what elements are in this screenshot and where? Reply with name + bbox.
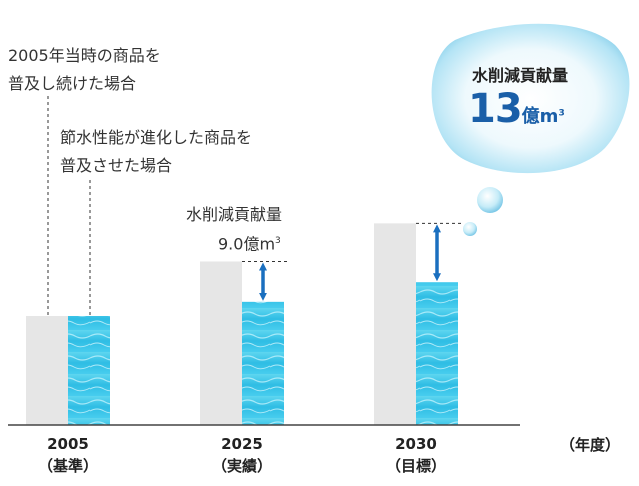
improved-label-line1: 節水性能が進化した商品を: [60, 128, 253, 147]
bar-conventional-2005: [26, 316, 68, 425]
x-tick-label-2030: 2030: [395, 435, 437, 453]
annotation-2025-unit: 億m: [243, 234, 276, 254]
conventional-label-line1: 2005年当時の商品を: [8, 46, 161, 65]
bar-improved-2030: [416, 282, 458, 425]
annotation-2025-value: 9.0億m3: [218, 229, 281, 256]
bar-improved-2005: [68, 316, 110, 425]
main-bubble: [431, 23, 630, 174]
small-bubble-2: [463, 222, 477, 236]
x-tick-note-2005: （基準）: [37, 457, 98, 475]
bar-conventional-2030: [374, 223, 416, 425]
annotation-2025-title: 水削減貢献量: [186, 205, 283, 224]
annotation-2025-number: 9.0: [218, 234, 244, 254]
x-tick-note-2030: （目標）: [385, 457, 446, 475]
bar-conventional-2025: [200, 261, 242, 425]
x-tick-note-2025: （実績）: [211, 457, 272, 475]
annotation-2025-unit-sup: 3: [275, 236, 281, 246]
annotation-2030-number: 13: [468, 86, 523, 132]
x-tick-label-2005: 2005: [47, 435, 89, 453]
annotation-2030-title: 水削減貢献量: [471, 66, 568, 85]
annotation-2030-unit: 億m: [521, 106, 559, 127]
bar-improved-2025: [242, 301, 284, 425]
small-bubble-1: [477, 187, 503, 213]
conventional-label-line2: 普及し続けた場合: [8, 74, 137, 93]
annotation-2030-unit-sup: 3: [558, 108, 565, 119]
improved-label-line2: 普及させた場合: [60, 156, 173, 175]
annotation-2030-value: 13億m3: [468, 86, 565, 132]
x-axis-unit: （年度）: [560, 436, 621, 454]
x-tick-label-2025: 2025: [221, 435, 263, 453]
